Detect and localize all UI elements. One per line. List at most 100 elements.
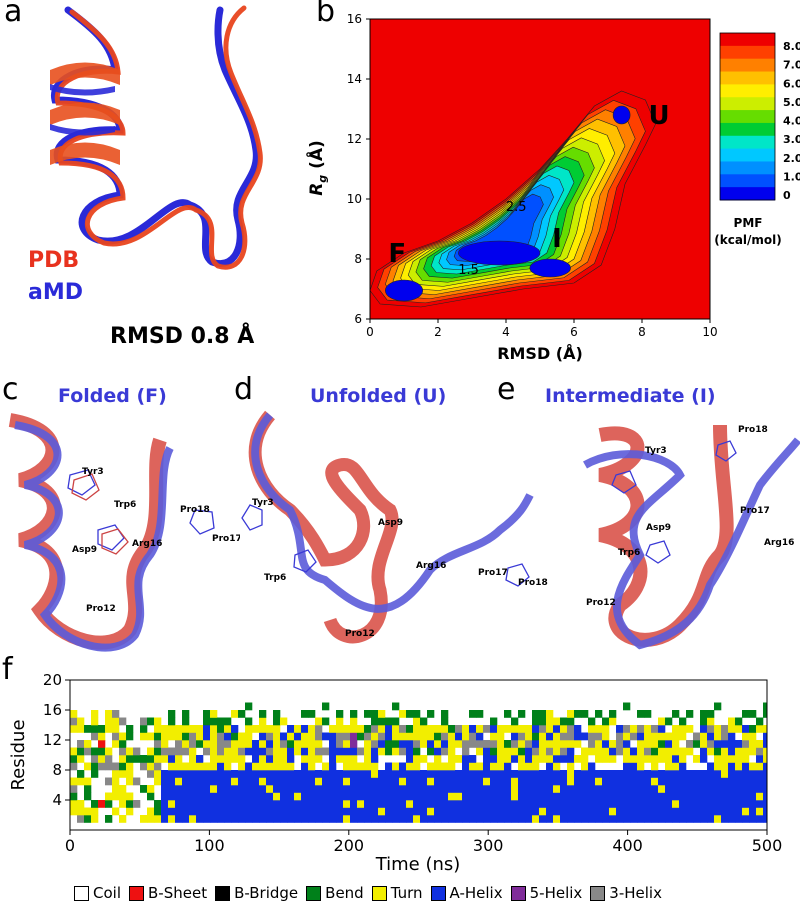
label-pdb: PDB [28, 248, 80, 273]
dssp-cell [70, 807, 78, 816]
dssp-cell [742, 747, 750, 756]
dssp-cell [518, 785, 526, 793]
dssp-cell [462, 815, 470, 823]
dssp-cell [749, 815, 757, 823]
dssp-cell [581, 807, 589, 816]
dssp-cell [581, 732, 589, 741]
dssp-cell [546, 755, 554, 763]
dssp-cell [707, 807, 715, 816]
dssp-cell [455, 800, 463, 808]
pmf-y-axis-label: Rg (Å) [304, 140, 329, 196]
dssp-cell [224, 777, 232, 786]
dssp-cell [427, 710, 435, 718]
dssp-cell [301, 725, 309, 733]
pmf-contour-label: 1.5 [458, 263, 479, 278]
dssp-cell [546, 740, 554, 748]
dssp-cell [574, 740, 582, 748]
dssp-cell [168, 710, 176, 718]
dssp-cell [161, 785, 169, 793]
dssp-cell [210, 785, 218, 793]
dssp-cell [574, 792, 582, 801]
dssp-cell [245, 717, 253, 726]
dssp-cell [441, 807, 449, 816]
dssp-cell [350, 710, 358, 718]
dssp-cell [420, 800, 428, 808]
dssp-cell [105, 717, 113, 726]
dssp-cell [525, 725, 533, 733]
dssp-cell [567, 740, 575, 748]
dssp-cell [371, 755, 379, 763]
dssp-cell [679, 732, 687, 741]
dssp-cell [133, 800, 141, 808]
dssp-cell [560, 732, 568, 741]
dssp-cell [686, 807, 694, 816]
dssp-cell [721, 792, 729, 801]
dssp-cell [441, 725, 449, 733]
pmf-minimum [458, 240, 541, 266]
dssp-cell [749, 732, 757, 741]
dssp-cell [518, 740, 526, 748]
dssp-cell [392, 770, 400, 778]
dssp-cell [595, 800, 603, 808]
dssp-cell [196, 732, 204, 741]
dssp-cell [301, 800, 309, 808]
dssp-cell [707, 717, 715, 726]
pmf-x-tick-label: 2 [434, 325, 442, 339]
pmf-y-tick-label: 6 [354, 312, 362, 326]
dssp-cell [679, 777, 687, 786]
dssp-cell [700, 710, 708, 718]
dssp-cell [301, 792, 309, 801]
dssp-cell [280, 800, 288, 808]
dssp-cell [441, 762, 449, 771]
dssp-cell [462, 770, 470, 778]
dssp-cell [420, 777, 428, 786]
dssp-cell [616, 732, 624, 741]
dssp-cell [658, 770, 666, 778]
dssp-cell [567, 710, 575, 718]
dssp-cell [616, 740, 624, 748]
dssp-cell [441, 815, 449, 823]
dssp-cell [763, 725, 767, 733]
dssp-cell [70, 800, 78, 808]
dssp-cell [630, 755, 638, 763]
dssp-cell [749, 807, 757, 816]
dssp-cell [546, 785, 554, 793]
dssp-cell [399, 800, 407, 808]
dssp-cell [448, 815, 456, 823]
dssp-cell [735, 740, 743, 748]
dssp-cell [588, 800, 596, 808]
dssp-cell [182, 725, 190, 733]
label-d-trp6: Trp6 [264, 573, 286, 583]
dssp-cell [651, 725, 659, 733]
dssp-cell [763, 710, 767, 718]
dssp-cell [609, 755, 617, 763]
dssp-cell [266, 755, 274, 763]
dssp-cell [553, 762, 561, 771]
dssp-cell [749, 785, 757, 793]
dssp-cell [665, 800, 673, 808]
dssp-cell [560, 755, 568, 763]
legend-swatch [306, 885, 322, 901]
dssp-cell [133, 755, 141, 763]
dssp-cell [392, 702, 400, 711]
dssp-cell [742, 785, 750, 793]
dssp-cell [189, 740, 197, 748]
dssp-cell [140, 732, 148, 741]
dssp-cell [343, 777, 351, 786]
dssp-cell [455, 732, 463, 741]
dssp-cell [259, 800, 267, 808]
dssp-cell [609, 807, 617, 816]
dssp-cell [371, 807, 379, 816]
dssp-cell [189, 792, 197, 801]
dssp-cell [91, 815, 99, 823]
colorbar-step [720, 84, 775, 98]
dssp-x-tick-label: 0 [65, 836, 75, 855]
dssp-cell [126, 792, 134, 801]
dssp-cell [679, 815, 687, 823]
dssp-cell [420, 740, 428, 748]
dssp-cell [308, 785, 316, 793]
dssp-cell [315, 755, 323, 763]
dssp-cell [189, 777, 197, 786]
dssp-cell [595, 747, 603, 756]
dssp-cell [455, 770, 463, 778]
